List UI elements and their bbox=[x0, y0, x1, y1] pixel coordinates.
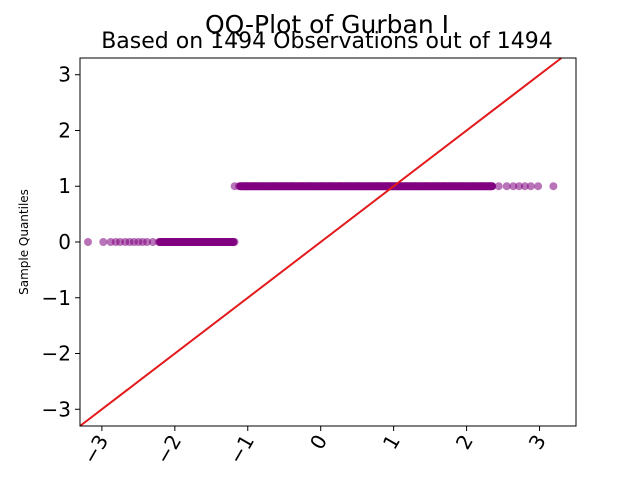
x-axis: −3 −2 −1 0 1 2 3 bbox=[78, 426, 551, 468]
y-tick-label: −1 bbox=[42, 286, 71, 310]
data-point bbox=[494, 182, 503, 191]
data-point bbox=[520, 182, 529, 191]
data-point bbox=[526, 182, 535, 191]
data-point bbox=[509, 182, 518, 191]
y-tick-label: −3 bbox=[42, 397, 71, 421]
points-layer bbox=[84, 182, 558, 246]
x-tick-label: 2 bbox=[451, 431, 478, 454]
y-tick-label: 0 bbox=[58, 230, 71, 254]
y-tick-label: 3 bbox=[58, 63, 71, 87]
x-tick-label: −2 bbox=[151, 431, 187, 469]
y-tick-label: 2 bbox=[58, 118, 71, 142]
y-axis-label: Sample Quantiles bbox=[17, 189, 31, 295]
chart-title: QQ-Plot of Gurban I bbox=[205, 10, 449, 39]
reference-line bbox=[79, 57, 563, 427]
data-point bbox=[534, 182, 543, 191]
reference-line-layer bbox=[79, 57, 563, 427]
data-point bbox=[143, 238, 152, 246]
y-axis: −3 −2 −1 0 1 2 3 bbox=[42, 63, 80, 421]
x-tick-label: −3 bbox=[78, 431, 114, 469]
data-point bbox=[84, 238, 92, 246]
data-point bbox=[549, 182, 558, 191]
data-point bbox=[99, 238, 108, 246]
data-point bbox=[515, 182, 524, 191]
data-point bbox=[502, 182, 511, 191]
x-tick-label: 3 bbox=[524, 431, 551, 454]
x-tick-label: 1 bbox=[378, 431, 405, 454]
y-tick-label: 1 bbox=[58, 174, 71, 198]
y-tick-label: −2 bbox=[42, 342, 71, 366]
chart-subtitle: Based on 1494 Observations out of 1494 bbox=[101, 29, 553, 54]
data-point bbox=[148, 238, 157, 246]
x-tick-label: −1 bbox=[224, 431, 260, 469]
x-tick-label: 0 bbox=[305, 431, 332, 454]
